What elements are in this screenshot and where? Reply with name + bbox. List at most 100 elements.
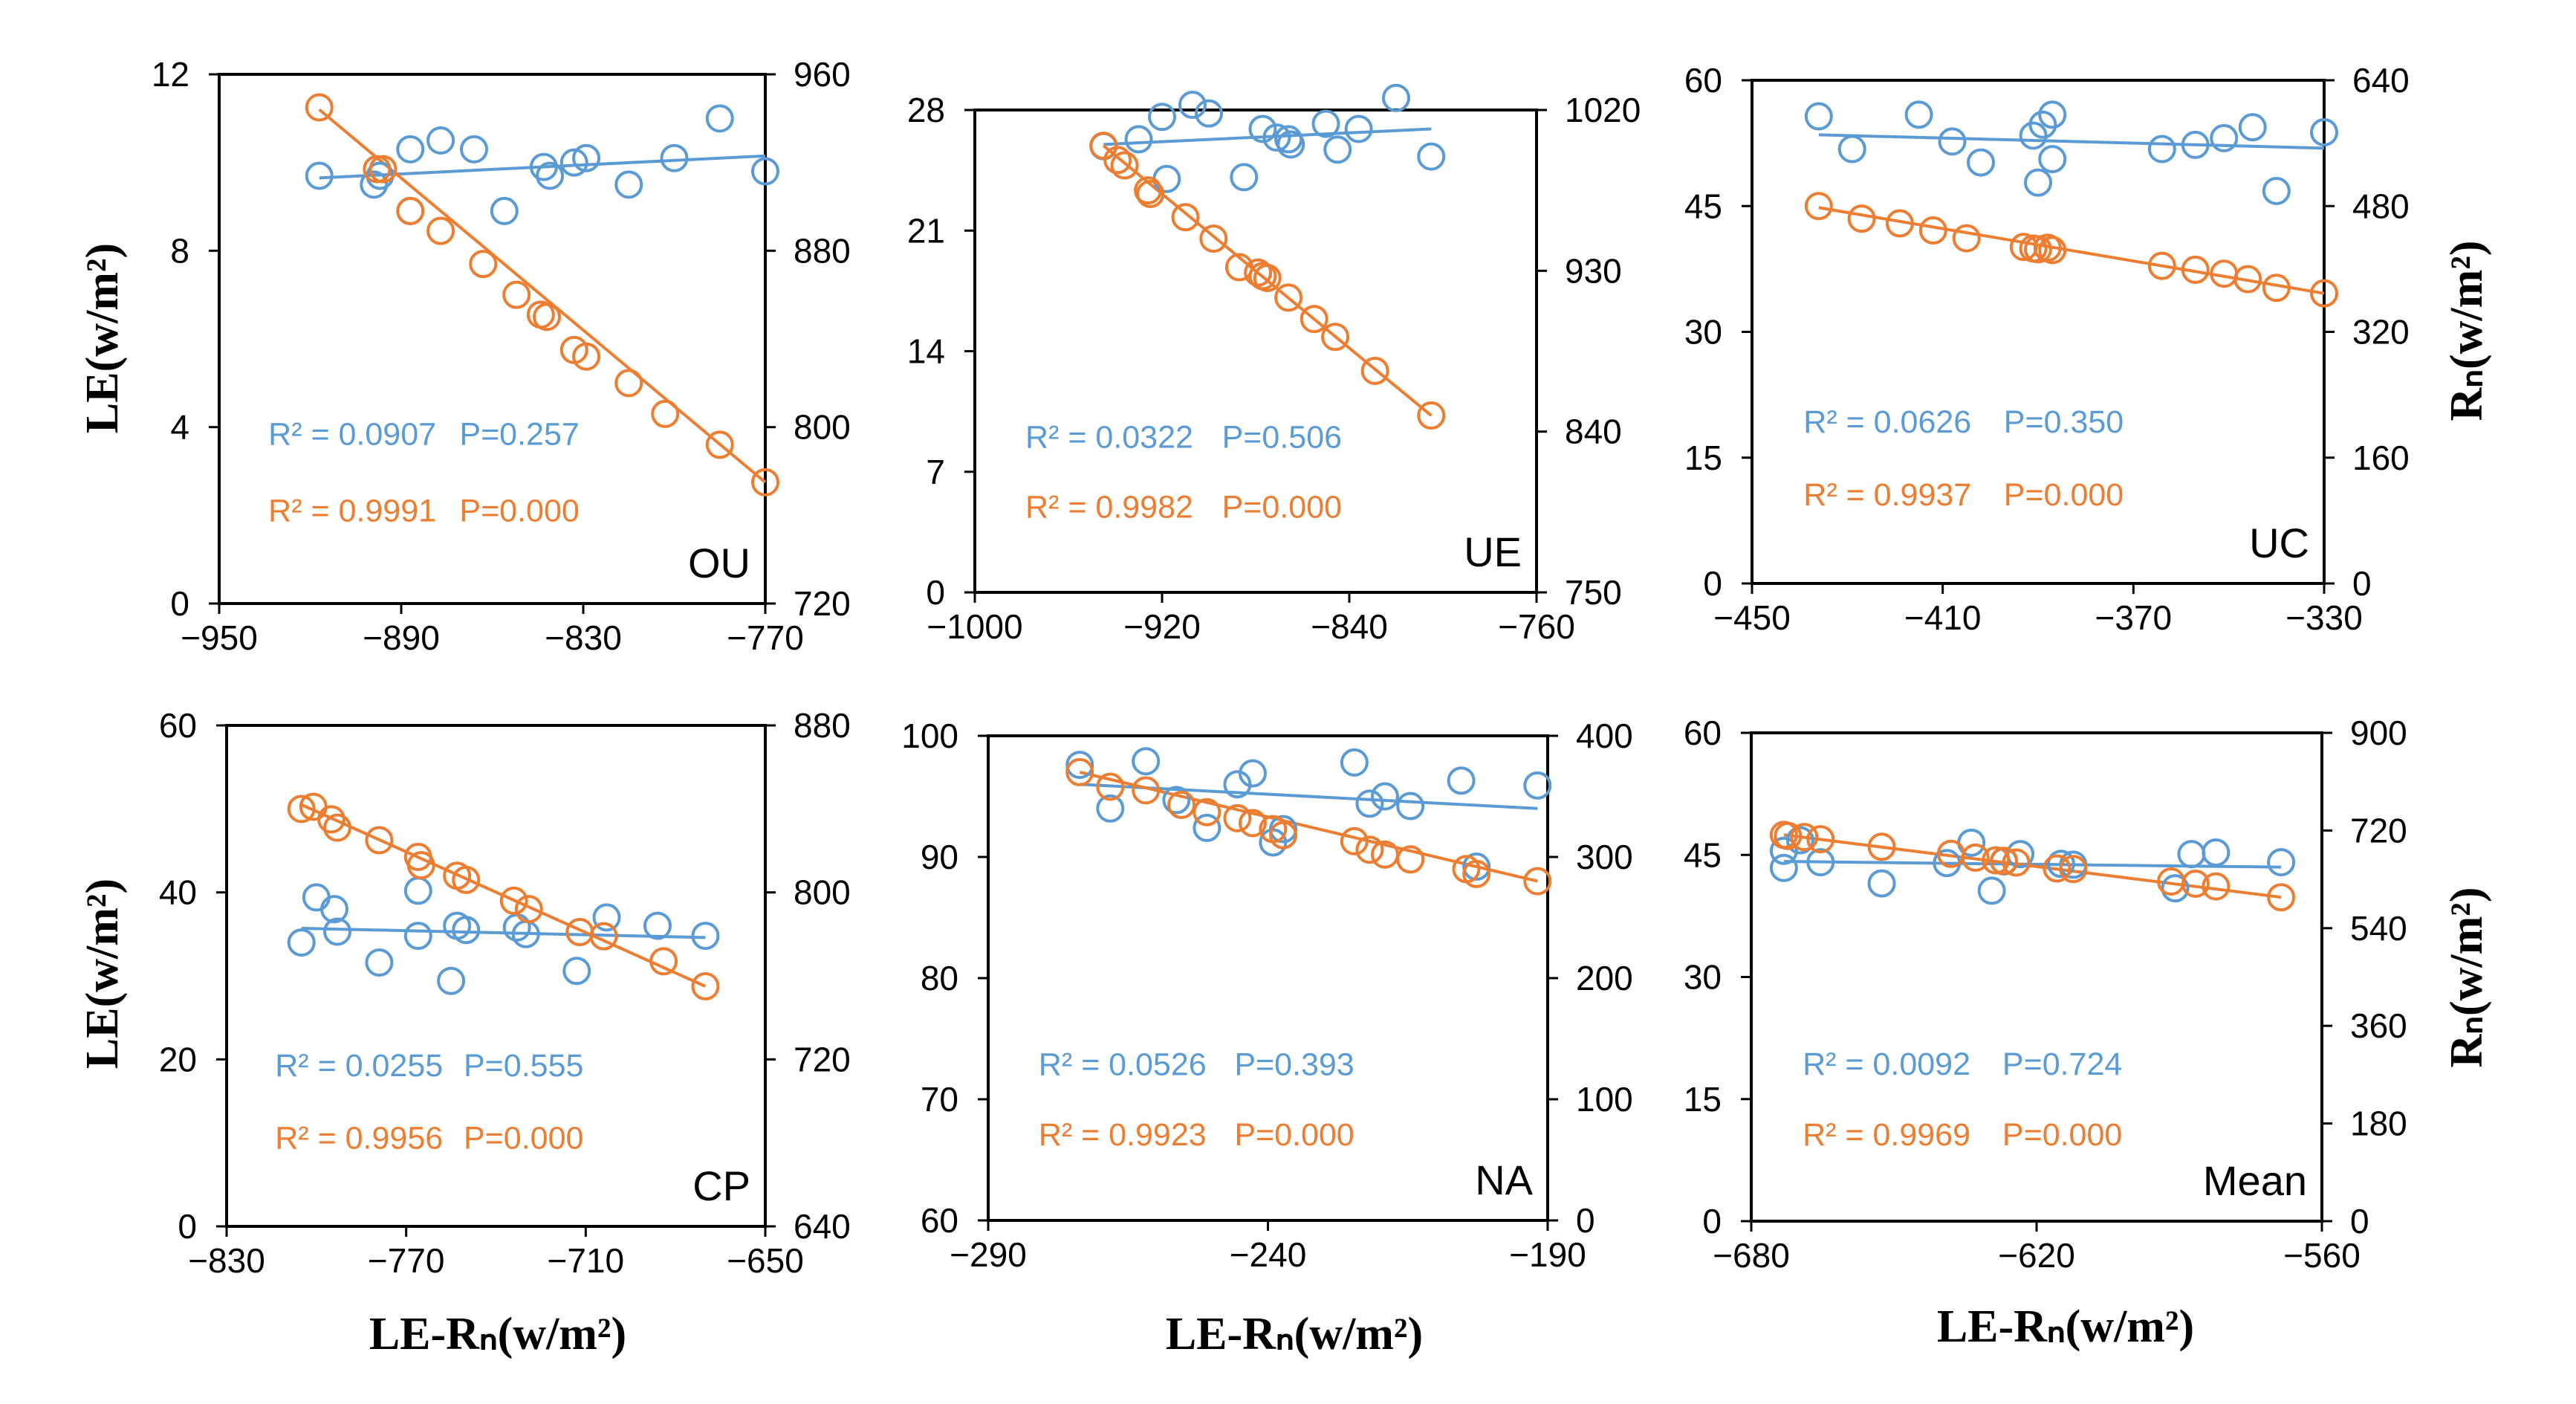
x-tick-label: −370: [2095, 598, 2173, 637]
rn-point: [1417, 401, 1446, 430]
x-tick-label: −830: [545, 618, 622, 657]
y-tick-label: 30: [1684, 958, 1722, 997]
le-fit-line: [1080, 783, 1538, 810]
y2-tick-label: 1020: [1565, 91, 1641, 129]
le-point: [1396, 792, 1425, 821]
le-point: [1382, 83, 1410, 112]
x-tick-label: −650: [727, 1241, 804, 1280]
y-tick-label: 70: [921, 1080, 958, 1119]
le-point: [1904, 100, 1933, 129]
le-point: [452, 916, 481, 945]
rn-point: [1804, 192, 1833, 221]
le-fit-line: [301, 926, 706, 939]
rn-point: [426, 216, 455, 245]
rn-point: [406, 851, 435, 880]
le-point: [2024, 168, 2052, 197]
y2-tick-label: 480: [2352, 187, 2410, 225]
panel-name-label: CP: [692, 1162, 750, 1209]
y2-tick-label: 930: [1565, 251, 1622, 290]
le-point: [1523, 771, 1552, 800]
y2-tick-label: 640: [2352, 61, 2410, 100]
rn-p-label: P=0.000: [464, 1121, 583, 1156]
le-point: [1370, 782, 1399, 811]
rn-point: [1300, 305, 1328, 334]
rn-fit-line: [318, 108, 767, 484]
x-tick-label: −410: [1904, 598, 1982, 637]
le-point: [2181, 130, 2210, 159]
rn-point: [2043, 854, 2071, 883]
y2-tick-label: 0: [2350, 1202, 2369, 1240]
le-point: [1124, 125, 1153, 154]
le-fit-line: [1103, 127, 1432, 146]
le-point: [2177, 840, 2206, 869]
y2-tick-label: 540: [2350, 909, 2407, 948]
le-point: [1132, 747, 1161, 776]
le-p-label: P=0.257: [459, 416, 579, 452]
panel-na: −290 −240 −190 60 70 80 90 100 0 100 200 300 400 R² =…: [901, 716, 1633, 1274]
le-point: [562, 957, 591, 986]
y-tick-label: 28: [907, 91, 945, 129]
rn-point: [1134, 176, 1163, 205]
rn-point: [287, 795, 316, 824]
y-tick-label: 0: [1703, 564, 1722, 603]
le-point: [1462, 853, 1491, 881]
rn-fit-line: [1783, 833, 2282, 899]
rn-point: [1961, 843, 1990, 872]
le-p-label: P=0.555: [464, 1048, 583, 1084]
y2-tick-label: 160: [2352, 439, 2410, 477]
y2-tick-label: 0: [2352, 564, 2372, 603]
rn-point: [1396, 845, 1425, 874]
rn-point: [1171, 203, 1200, 232]
y-tick-label: 80: [921, 959, 958, 997]
y-tick-label: 60: [159, 706, 197, 745]
plot-frame: [218, 73, 767, 605]
panel-name-label: UC: [2249, 520, 2309, 566]
panel-name-label: Mean: [2203, 1157, 2307, 1204]
rn-fit-line: [1079, 770, 1538, 883]
rn-point: [2147, 251, 2176, 280]
le-point: [1096, 794, 1125, 823]
le-point: [2210, 123, 2239, 152]
y2-tick-label: 800: [794, 408, 851, 447]
y2-tick-label: 800: [794, 873, 851, 912]
rn-point: [2267, 883, 2296, 912]
y2-tick-label: 750: [1565, 573, 1622, 612]
x-tick-label: −770: [368, 1241, 445, 1280]
y-tick-label: 8: [170, 231, 189, 270]
rn-p-label: P=0.000: [459, 494, 579, 529]
le-point: [2038, 100, 2067, 129]
rn-point: [1355, 835, 1384, 864]
rn-r2-label: R² = 0.9956: [275, 1121, 443, 1156]
x-tick-label: −290: [950, 1235, 1027, 1274]
le-point: [660, 143, 689, 172]
rn-r2-label: R² = 0.9937: [1803, 477, 1971, 513]
y2-tick-label: 400: [1576, 716, 1633, 755]
le-point: [2262, 176, 2291, 205]
le-point: [751, 157, 779, 186]
rn-point: [1462, 859, 1491, 888]
le-point: [2310, 117, 2338, 146]
rn-point: [2202, 872, 2231, 901]
le-point: [643, 911, 672, 940]
x-tick-label: −330: [2285, 598, 2363, 637]
y2-tick-label: 720: [794, 584, 851, 623]
le-point: [365, 948, 394, 977]
rn-point: [1199, 224, 1228, 253]
y-tick-label: 0: [170, 584, 189, 623]
le-fit-line: [1818, 133, 2325, 150]
le-point: [1065, 751, 1094, 780]
le-point: [614, 170, 643, 199]
le-point: [592, 903, 621, 932]
le-point: [1311, 109, 1340, 138]
le-point: [1340, 748, 1369, 777]
rn-point: [1867, 832, 1896, 861]
le-point: [1806, 848, 1835, 877]
rn-r2-label: R² = 0.9923: [1039, 1117, 1207, 1153]
rn-point: [1990, 847, 2019, 876]
rn-point: [1847, 204, 1876, 233]
le-point: [1152, 164, 1181, 193]
panel-name-label: OU: [688, 540, 750, 586]
le-r2-label: R² = 0.0526: [1039, 1046, 1207, 1082]
rn-point: [1132, 776, 1161, 805]
x-tick-label: −450: [1713, 598, 1791, 637]
